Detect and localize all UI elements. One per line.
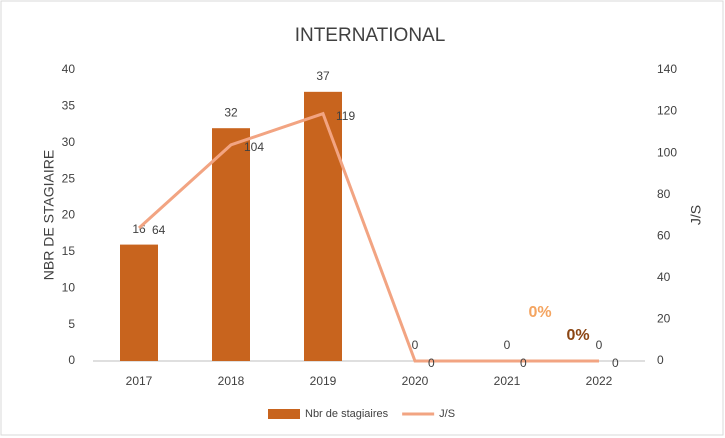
- annotation: 0%: [528, 304, 551, 321]
- y2-tick-label: 60: [657, 228, 671, 242]
- line-value-label: 0: [612, 356, 619, 370]
- y-axis-label: NBR DE STAGIAIRE: [41, 150, 57, 280]
- line-value-label: 119: [336, 109, 355, 123]
- y-tick-label: 20: [62, 208, 76, 222]
- line-value-label: 104: [244, 140, 264, 154]
- annotation: 0%: [566, 327, 589, 344]
- bar: [212, 128, 250, 361]
- x-tick-label: 2020: [402, 374, 429, 388]
- bar: [120, 244, 158, 361]
- y2-tick-label: 80: [657, 187, 671, 201]
- y-tick-label: 35: [62, 99, 76, 113]
- legend-label: Nbr de stagiaires: [305, 408, 389, 420]
- bar-value-label: 0: [596, 338, 603, 352]
- bar-value-label: 32: [224, 105, 238, 119]
- y2-tick-label: 0: [657, 353, 664, 367]
- line-value-label: 0: [428, 356, 435, 370]
- y-tick-label: 25: [62, 171, 76, 185]
- line: [137, 111, 599, 363]
- x-tick-label: 2022: [586, 374, 613, 388]
- x-tick-label: 2017: [126, 374, 153, 388]
- legend-label: J/S: [439, 408, 455, 420]
- y2-tick-label: 20: [657, 312, 671, 326]
- bar-value-label: 0: [504, 338, 511, 352]
- x-tick-label: 2021: [494, 374, 521, 388]
- bar-value-label: 37: [316, 69, 330, 83]
- y2-tick-label: 100: [657, 145, 677, 159]
- x-tick-label: 2019: [310, 374, 337, 388]
- legend-swatch: [268, 409, 300, 419]
- y2-tick-label: 120: [657, 104, 677, 118]
- y-tick-label: 30: [62, 135, 76, 149]
- y2-tick-label: 140: [657, 62, 677, 76]
- x-tick-label: 2018: [218, 374, 245, 388]
- y-tick-label: 40: [62, 62, 76, 76]
- y-tick-label: 5: [68, 317, 75, 331]
- y-tick-label: 0: [68, 353, 75, 367]
- y2-axis-label: J/S: [688, 205, 704, 225]
- y-tick-label: 15: [62, 244, 76, 258]
- line-value-label: 0: [520, 356, 527, 370]
- y2-tick-label: 40: [657, 270, 671, 284]
- chart-title: INTERNATIONAL: [295, 25, 446, 46]
- y-tick-label: 10: [62, 280, 76, 294]
- bar-value-label: 0: [412, 338, 419, 352]
- bar: [304, 91, 342, 361]
- line-value-label: 64: [152, 223, 166, 237]
